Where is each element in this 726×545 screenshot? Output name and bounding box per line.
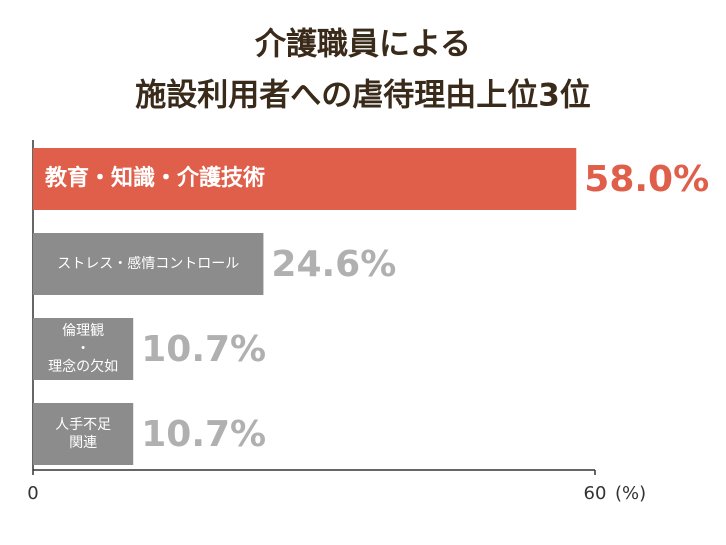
bar (33, 318, 134, 380)
value-label: 10.7% (141, 329, 266, 370)
bar (33, 148, 577, 210)
x-tick-label: 0 (27, 483, 38, 504)
value-label: 10.7% (141, 414, 266, 455)
bar-label: ・ (76, 341, 90, 357)
bar-label: 倫理観 (62, 322, 104, 339)
x-tick-label: 60 (584, 483, 607, 504)
bar-label: 教育・知識・介護技術 (45, 165, 265, 191)
bar-label: 理念の欠如 (48, 358, 118, 375)
bar-label: 関連 (69, 435, 97, 451)
chart-title: 施設利用者への虐待理由上位3位 (135, 78, 591, 114)
x-axis-unit: (%) (615, 483, 646, 504)
value-label: 58.0% (584, 159, 709, 200)
bar-label: 人手不足 (55, 417, 111, 433)
bar (33, 233, 264, 295)
chart-title: 介護職員による (254, 27, 471, 63)
bar-label: ストレス・感情コントロール (57, 255, 239, 272)
bar (33, 403, 134, 465)
value-label: 24.6% (271, 244, 396, 285)
